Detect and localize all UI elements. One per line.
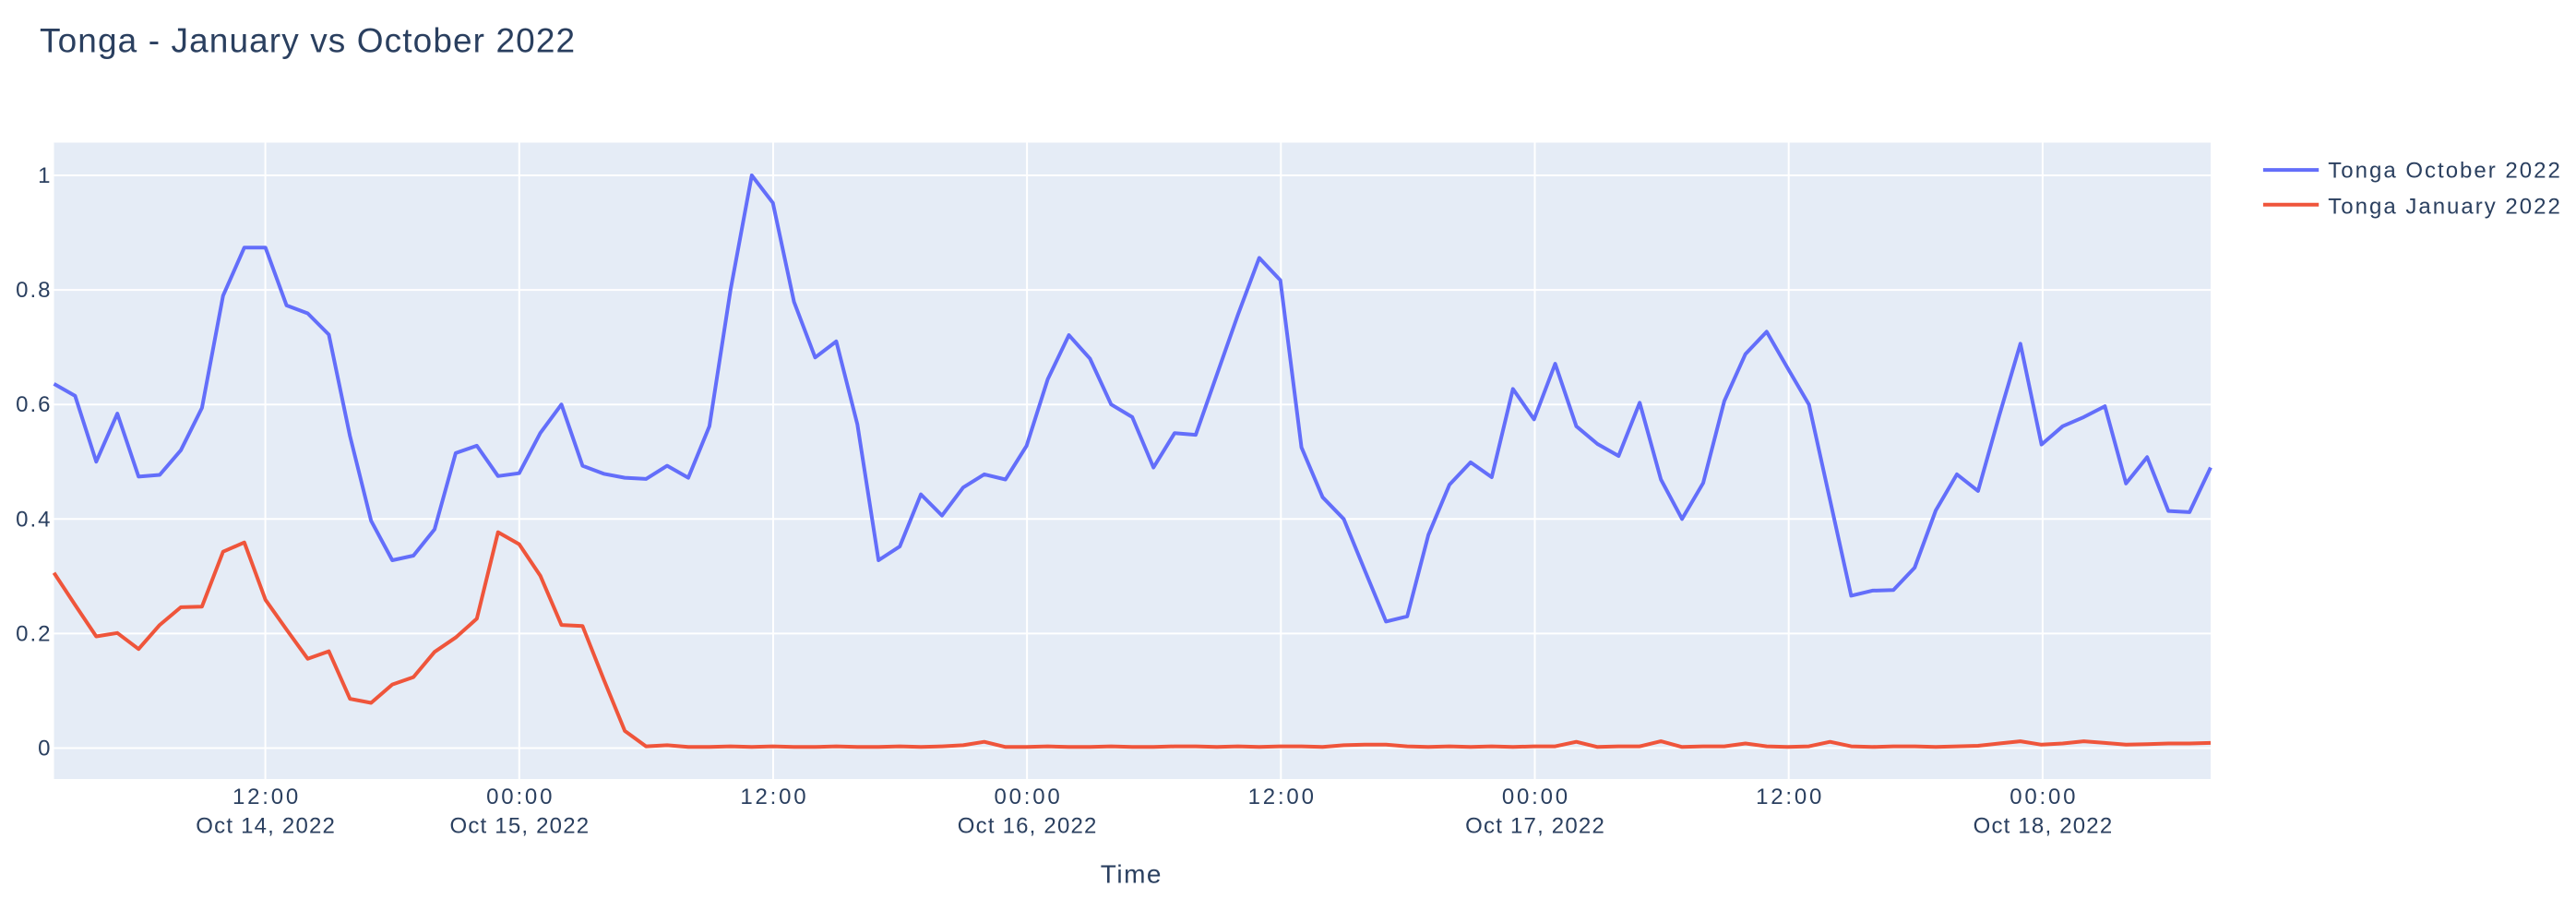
svg-text:Oct 15, 2022: Oct 15, 2022 bbox=[449, 814, 590, 839]
svg-text:12:00: 12:00 bbox=[233, 785, 301, 809]
svg-text:0.4: 0.4 bbox=[16, 507, 52, 532]
svg-text:1: 1 bbox=[38, 163, 52, 188]
svg-text:Tonga January 2022: Tonga January 2022 bbox=[2328, 194, 2562, 219]
svg-text:Tonga October 2022: Tonga October 2022 bbox=[2328, 159, 2562, 184]
svg-text:Time: Time bbox=[1101, 860, 1163, 889]
svg-text:0: 0 bbox=[38, 737, 52, 761]
svg-text:Oct 16, 2022: Oct 16, 2022 bbox=[958, 814, 1098, 839]
svg-text:12:00: 12:00 bbox=[1248, 785, 1317, 809]
svg-text:0.8: 0.8 bbox=[16, 278, 52, 303]
svg-text:0.6: 0.6 bbox=[16, 392, 52, 417]
svg-text:Oct 14, 2022: Oct 14, 2022 bbox=[196, 814, 336, 839]
svg-text:Oct 18, 2022: Oct 18, 2022 bbox=[1974, 814, 2114, 839]
svg-text:12:00: 12:00 bbox=[1756, 785, 1824, 809]
svg-text:00:00: 00:00 bbox=[1502, 785, 1570, 809]
svg-text:0.2: 0.2 bbox=[16, 621, 52, 646]
svg-text:12:00: 12:00 bbox=[740, 785, 808, 809]
svg-text:00:00: 00:00 bbox=[994, 785, 1062, 809]
svg-text:Oct 17, 2022: Oct 17, 2022 bbox=[1465, 814, 1605, 839]
svg-text:Tonga - January vs October 202: Tonga - January vs October 2022 bbox=[40, 22, 576, 60]
svg-text:00:00: 00:00 bbox=[486, 785, 555, 809]
svg-text:00:00: 00:00 bbox=[2010, 785, 2078, 809]
